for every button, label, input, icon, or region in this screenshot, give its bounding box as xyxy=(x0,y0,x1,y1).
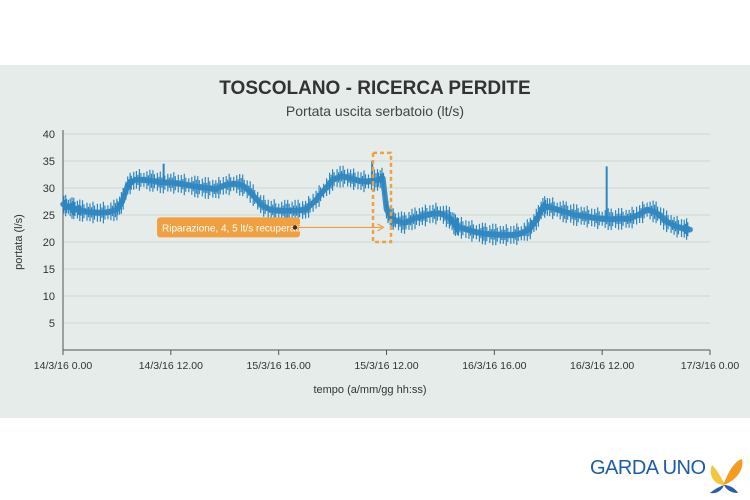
x-axis-label: tempo (a/mm/gg hh:ss) xyxy=(313,384,426,396)
chart-subtitle: Portata uscita serbatoio (lt/s) xyxy=(285,103,465,119)
chart-title: TOSCOLANO - RICERCA PERDITE xyxy=(219,78,531,99)
logo-text-garda: GARDA xyxy=(590,457,658,479)
annotation-dot xyxy=(292,225,298,230)
annotation-arrow-head xyxy=(377,223,385,232)
y-tick-label-15: 15 xyxy=(43,264,55,276)
annotation-label-box xyxy=(157,217,301,238)
x-tick-label-0: 14/3/16 0.00 xyxy=(34,360,93,372)
y-tick-label-30: 30 xyxy=(43,183,55,195)
annotations: Riparazione, 4, 5 lt/s recuperati xyxy=(157,151,393,244)
x-tick-label-4: 16/3/16 16.00 xyxy=(462,360,526,372)
y-tick-label-5: 5 xyxy=(49,318,55,330)
y-tick-labels: 5 10 15 20 25 30 35 40 xyxy=(43,129,55,330)
x-tick-labels: 14/3/16 0.00 14/3/16 12.00 15/3/16 16.00 15… xyxy=(34,350,740,372)
x-tick-label-2: 15/3/16 16.00 xyxy=(247,360,311,372)
y-tick-label-20: 20 xyxy=(43,237,55,249)
chart-background xyxy=(0,65,750,418)
x-tick-label-3: 15/3/16 12.00 xyxy=(354,360,418,372)
y-tick-label-25: 25 xyxy=(43,210,55,222)
y-tick-label-10: 10 xyxy=(43,291,55,303)
x-tick-label-5: 16/3/16 12.00 xyxy=(570,360,634,372)
garda-uno-logo: GARDA UNO xyxy=(590,455,750,495)
x-tick-label-6: 17/3/16 0.00 xyxy=(681,360,740,372)
series-group xyxy=(60,161,693,246)
logo-text: GARDA UNO xyxy=(590,457,706,480)
grid xyxy=(62,130,710,351)
y-tick-label-35: 35 xyxy=(43,156,55,168)
y-axis-label: portata (l/s) xyxy=(13,214,25,270)
annotation-label-text: Riparazione, 4, 5 lt/s recuperati xyxy=(162,223,300,234)
highlight-box xyxy=(371,151,393,244)
logo-text-uno: UNO xyxy=(662,457,706,479)
series-noise-0 xyxy=(62,165,690,246)
butterfly-icon xyxy=(710,459,743,494)
x-tick-label-1: 14/3/16 12.00 xyxy=(139,360,203,372)
y-tick-label-40: 40 xyxy=(43,129,55,141)
